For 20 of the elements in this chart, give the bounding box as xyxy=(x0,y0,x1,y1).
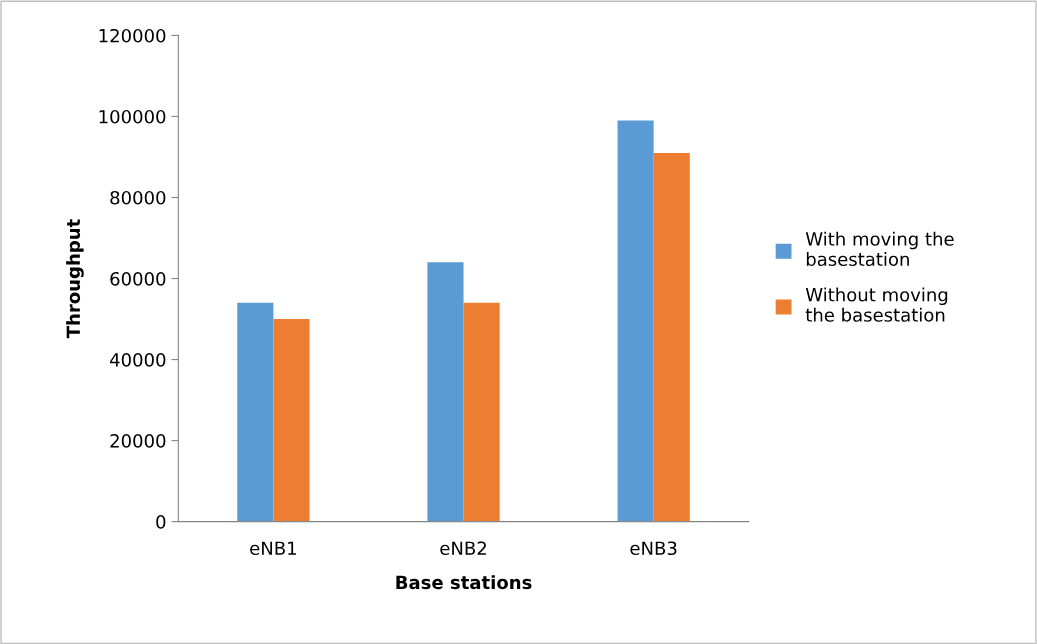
legend-label: Without moving the basestation xyxy=(805,287,948,322)
y-axis-title: Throughput xyxy=(66,219,84,339)
y-tick-label: 80000 xyxy=(110,190,166,205)
x-tick-label: eNB3 xyxy=(630,541,677,556)
bar xyxy=(427,262,464,522)
y-tick-label: 100000 xyxy=(99,109,166,124)
y-tick-label: 60000 xyxy=(110,271,166,286)
bar xyxy=(237,302,274,522)
y-tick-label: 120000 xyxy=(99,28,166,43)
y-tick-label: 20000 xyxy=(110,434,166,448)
x-tick-label: eNB1 xyxy=(250,541,296,556)
legend-label: With moving the basestation xyxy=(805,231,954,266)
y-tick-label: 0 xyxy=(156,515,166,529)
y-tick-label: 40000 xyxy=(110,353,166,367)
x-axis-title: Base stations xyxy=(396,575,532,590)
bar xyxy=(463,302,500,522)
bar xyxy=(653,152,690,522)
x-tick-label: eNB2 xyxy=(440,541,486,556)
bar xyxy=(617,120,654,522)
bar xyxy=(273,319,310,522)
